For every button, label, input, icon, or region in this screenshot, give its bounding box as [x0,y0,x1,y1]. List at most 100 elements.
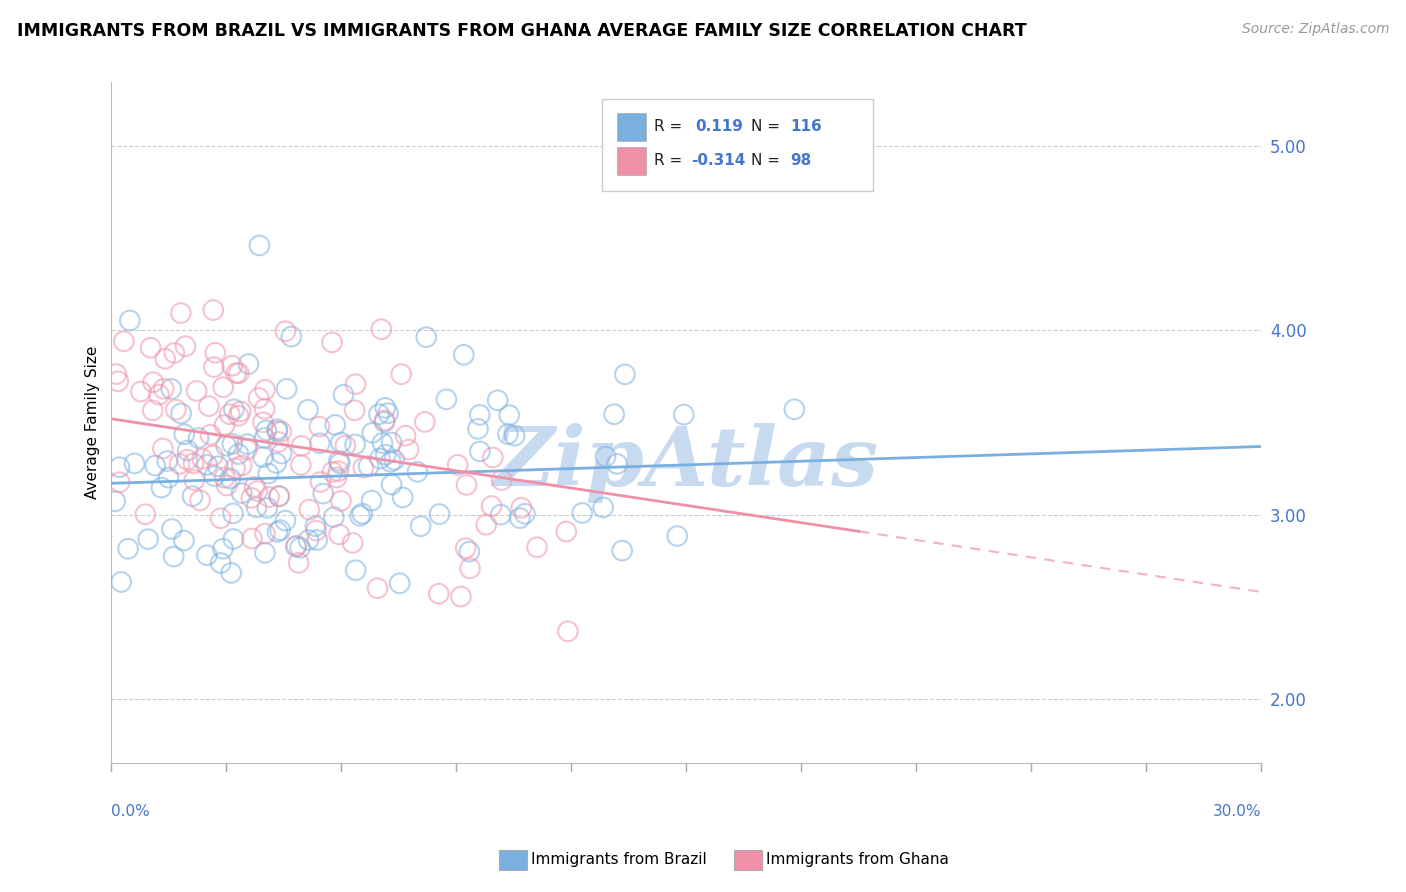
Point [486,393,509,408]
Point [222,532,245,546]
Point [409,519,432,533]
Point [325,470,347,484]
Point [352,460,374,475]
Point [503,428,526,442]
Point [195,458,218,472]
Point [176,443,198,458]
Point [170,406,193,420]
Text: R =: R = [654,153,682,169]
Point [305,524,328,538]
Point [304,519,326,533]
Point [290,439,312,453]
Point [142,403,165,417]
Point [274,324,297,338]
Point [222,402,245,417]
Point [118,313,141,327]
Point [603,407,626,421]
Point [498,408,520,422]
Point [284,540,307,554]
Point [225,366,247,380]
Point [783,402,806,417]
Point [181,489,204,503]
Point [373,415,395,429]
Text: N =: N = [751,120,780,135]
Point [240,491,263,505]
Point [224,461,246,475]
Text: R =: R = [654,120,682,135]
Text: -0.314: -0.314 [690,153,745,169]
Point [267,434,290,449]
Point [160,382,183,396]
Point [328,527,350,541]
Point [183,473,205,487]
Point [513,507,536,521]
Point [112,334,135,349]
Point [107,374,129,388]
Point [254,383,277,397]
Point [453,348,475,362]
Text: 30.0%: 30.0% [1213,804,1261,819]
Point [380,435,402,450]
Point [183,457,205,471]
Point [276,382,298,396]
Point [571,506,593,520]
Point [323,417,346,432]
Point [173,427,195,442]
Text: IMMIGRANTS FROM BRAZIL VS IMMIGRANTS FROM GHANA AVERAGE FAMILY SIZE CORRELATION : IMMIGRANTS FROM BRAZIL VS IMMIGRANTS FRO… [17,22,1026,40]
Point [209,556,232,570]
Point [367,581,389,595]
Point [368,451,391,466]
Point [382,452,405,467]
Point [344,437,367,451]
Point [468,444,491,458]
Point [257,467,280,481]
Point [204,469,226,483]
Point [447,458,470,472]
Point [371,436,394,450]
Point [222,507,245,521]
Point [152,442,174,456]
Point [186,384,208,398]
Point [143,458,166,473]
Text: N =: N = [751,153,780,169]
Point [429,507,451,521]
Point [427,586,450,600]
Point [266,422,288,436]
Point [329,456,352,470]
Text: Immigrants from Brazil: Immigrants from Brazil [531,853,707,867]
Point [368,407,391,421]
Point [322,465,344,479]
Point [454,541,477,556]
Point [380,455,402,469]
Point [202,360,225,375]
Point [344,377,367,392]
Point [176,452,198,467]
Point [173,533,195,548]
Point [398,442,420,457]
Point [297,533,319,547]
Point [342,536,364,550]
Point [377,406,399,420]
Bar [617,146,647,175]
Point [202,303,225,318]
Point [108,475,131,490]
Point [215,439,238,453]
Point [269,489,291,503]
Point [105,367,128,381]
Point [328,454,350,468]
Point [238,357,260,371]
Point [201,449,224,463]
Point [142,376,165,390]
Point [150,481,173,495]
Text: Immigrants from Ghana: Immigrants from Ghana [766,853,949,867]
Point [264,456,287,470]
Point [406,465,429,479]
Point [253,401,276,416]
Point [308,436,330,450]
Point [215,478,238,492]
Point [160,522,183,536]
Point [450,590,472,604]
Point [613,368,636,382]
Point [108,460,131,475]
Point [188,493,211,508]
